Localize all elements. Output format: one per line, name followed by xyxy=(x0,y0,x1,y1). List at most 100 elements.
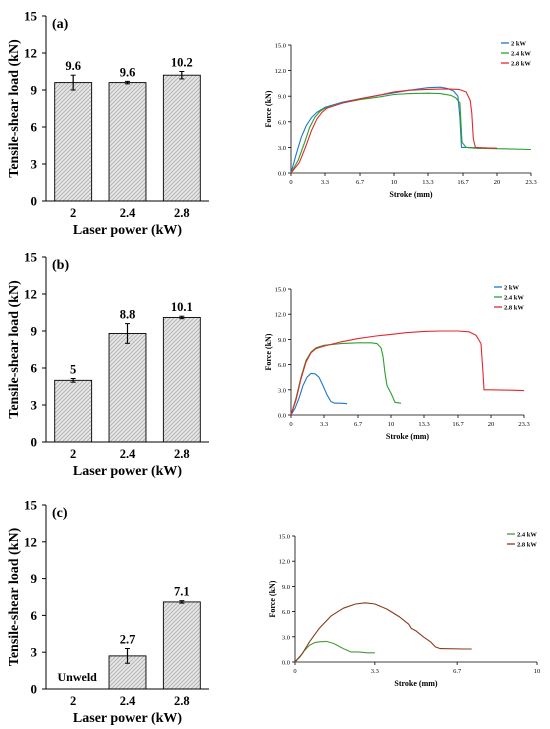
value-label: 2.7 xyxy=(120,633,136,647)
x-tick-label: 2.4 xyxy=(120,447,136,461)
panel-3: 0 3 6 9 12 15 2 2.7 2.4 7.1 2.8 Unweld (c) Laser powe… xyxy=(7,498,540,727)
x-tick-label: 2.8 xyxy=(174,694,190,708)
x-axis-title: Laser power (kW) xyxy=(73,711,182,726)
x-tick-label: 3.3 xyxy=(371,668,379,675)
y-tick-label: 9 xyxy=(31,571,38,586)
series-line xyxy=(290,372,348,416)
value-label: 5 xyxy=(70,362,76,376)
x-tick-label: 6.7 xyxy=(453,668,462,675)
x-tick-label: 23.3 xyxy=(518,421,529,428)
panel-label: (a) xyxy=(52,17,69,32)
x-tick-label: 3.3 xyxy=(321,179,329,186)
x-tick-label: 0 xyxy=(289,421,292,428)
y-tick-label: 12 xyxy=(24,534,37,549)
y-tick-label: 9.0 xyxy=(282,584,290,591)
y-tick-label: 6 xyxy=(31,361,38,376)
bar xyxy=(54,82,93,202)
legend-label: 2.4 kW xyxy=(517,531,537,538)
legend-label: 2 kW xyxy=(511,40,526,47)
x-tick-label: 10 xyxy=(534,668,541,675)
x-tick-label: 13.3 xyxy=(418,421,429,428)
y-tick-label: 12.0 xyxy=(279,559,290,566)
bar-chart: 0 3 6 9 12 15 2 2.7 2.4 7.1 2.8 Unweld (c) Laser powe… xyxy=(7,498,209,726)
x-tick-label: 2.8 xyxy=(174,206,190,220)
legend-label: 2.4 kW xyxy=(511,50,531,57)
bar xyxy=(162,601,201,690)
series-line xyxy=(294,602,472,663)
x-tick-label: 2 xyxy=(70,206,76,220)
bar xyxy=(108,333,147,443)
legend-label: 2.8 kW xyxy=(511,60,531,67)
legend-label: 2.4 kW xyxy=(504,294,524,301)
x-tick-label: 16.7 xyxy=(452,421,464,428)
x-tick-label: 10 xyxy=(391,179,398,186)
legend-label: 2 kW xyxy=(504,284,519,291)
x-axis-title: Stroke (mm) xyxy=(386,432,430,441)
x-axis-title: Laser power (kW) xyxy=(73,464,182,479)
y-tick-label: 12 xyxy=(24,46,37,61)
value-label: 7.1 xyxy=(174,585,190,599)
y-tick-label: 6.0 xyxy=(278,362,286,369)
x-tick-label: 20 xyxy=(488,421,495,428)
y-tick-label: 15 xyxy=(24,250,38,265)
y-tick-label: 6 xyxy=(31,608,38,623)
y-tick-label: 9.0 xyxy=(278,337,286,344)
panel-label: (b) xyxy=(52,258,69,273)
bar xyxy=(108,82,147,202)
series-line xyxy=(290,342,402,416)
x-tick-label: 2.4 xyxy=(120,694,136,708)
y-tick-label: 15 xyxy=(24,9,38,24)
x-tick-label: 0 xyxy=(289,179,292,186)
line-chart: 0.0 3.0 6.0 9.0 12.0 15.0 0 3.3 6.7 10 13.3 16.7 20 2… xyxy=(264,284,530,441)
bar xyxy=(162,316,201,443)
x-tick-label: 13.3 xyxy=(422,179,433,186)
series-line xyxy=(294,640,375,663)
x-tick-label: 0 xyxy=(293,668,296,675)
y-tick-label: 6 xyxy=(31,120,38,135)
y-axis-title: Tensile-shear load (kN) xyxy=(7,39,22,178)
value-label: 9.6 xyxy=(120,65,136,79)
x-tick-label: 23.3 xyxy=(525,179,536,186)
bar-chart: 0 3 6 9 12 15 9.6 2 9.6 2.4 10.2 2.8 (a) Laser power … xyxy=(7,9,209,238)
value-label: 9.6 xyxy=(65,59,81,73)
y-tick-label: 15 xyxy=(24,498,38,513)
y-tick-label: 12.0 xyxy=(275,68,286,75)
value-label: 8.8 xyxy=(120,308,136,322)
y-axis-title: Force (kN) xyxy=(264,90,273,127)
series-line xyxy=(290,88,498,174)
y-tick-label: 15.0 xyxy=(275,43,286,50)
y-tick-label: 9.0 xyxy=(278,94,286,101)
y-tick-label: 12 xyxy=(24,287,37,302)
y-tick-label: 12.0 xyxy=(275,312,286,319)
y-tick-label: 0 xyxy=(31,194,38,209)
y-axis-title: Force (kN) xyxy=(264,333,273,370)
y-tick-label: 3 xyxy=(31,398,38,413)
value-label: 10.1 xyxy=(171,300,193,314)
y-tick-label: 0.0 xyxy=(278,413,286,420)
legend-label: 2.8 kW xyxy=(517,541,537,548)
y-tick-label: 0 xyxy=(31,682,38,697)
y-axis-title: Tensile-shear load (kN) xyxy=(7,280,22,419)
x-tick-label: 2 xyxy=(70,694,76,708)
y-tick-label: 3 xyxy=(31,157,38,172)
y-tick-label: 9 xyxy=(31,324,38,339)
x-tick-label: 10 xyxy=(388,421,395,428)
bar xyxy=(162,74,201,202)
y-tick-label: 0.0 xyxy=(282,660,290,667)
y-tick-label: 3.0 xyxy=(282,634,290,641)
x-tick-label: 20 xyxy=(494,179,501,186)
line-chart: 0.0 3.0 6.0 9.0 12.0 15.0 0 3.3 6.7 10 2.4 kW 2.8 k… xyxy=(268,531,540,688)
y-tick-label: 15.0 xyxy=(275,287,286,294)
y-axis-title: Force (kN) xyxy=(268,580,277,617)
x-axis-title: Stroke (mm) xyxy=(394,679,438,688)
x-tick-label: 6.7 xyxy=(356,179,365,186)
y-tick-label: 6.0 xyxy=(278,119,286,126)
x-tick-label: 16.7 xyxy=(457,179,469,186)
legend-label: 2.8 kW xyxy=(504,304,524,311)
x-tick-label: 3.3 xyxy=(320,421,328,428)
value-label: 10.2 xyxy=(171,56,193,70)
x-tick-label: 2 xyxy=(70,447,76,461)
y-tick-label: 6.0 xyxy=(282,609,290,616)
y-tick-label: 0 xyxy=(31,435,38,450)
